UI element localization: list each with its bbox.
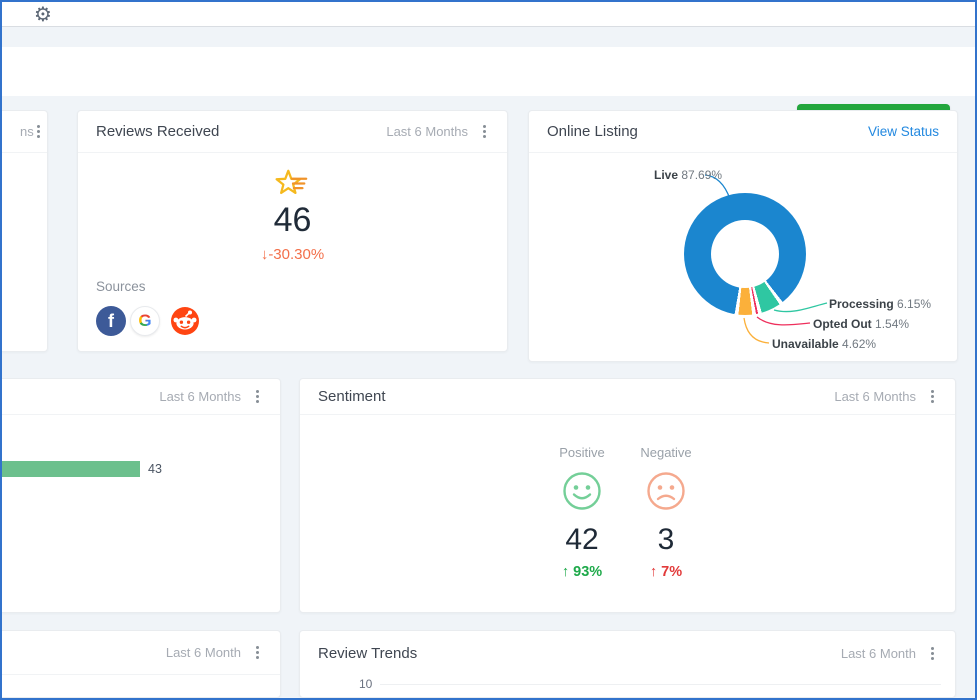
up-arrow-icon: ↑ — [649, 564, 658, 580]
period-fragment: ns — [20, 124, 34, 139]
action-band: Send Review Request — [2, 47, 975, 136]
sad-face-icon — [647, 472, 685, 510]
negative-count: 3 — [657, 523, 675, 556]
kebab-menu-icon[interactable] — [480, 121, 489, 142]
sub-header-strip — [2, 28, 975, 47]
card-title: Review Trends — [318, 644, 418, 662]
settings-gear-icon[interactable]: ⚙ — [34, 2, 52, 26]
partial-bar-card: Last 6 Months 43 — [2, 378, 281, 613]
card-title: Online Listing — [547, 123, 638, 140]
period-label: Last 6 Month — [165, 645, 241, 660]
kebab-menu-icon[interactable] — [253, 642, 262, 663]
kebab-menu-icon[interactable] — [928, 643, 937, 664]
kebab-menu-icon[interactable] — [34, 121, 43, 142]
card-title: Sentiment — [318, 388, 386, 405]
donut-label-opted-out: Opted Out 1.54% — [813, 317, 910, 331]
donut-label-processing: Processing 6.15% — [829, 297, 932, 311]
kebab-menu-icon[interactable] — [253, 386, 262, 407]
period-label: Last 6 Month — [840, 645, 916, 661]
donut-label-unavailable: Unavailable 4.62% — [772, 337, 877, 351]
positive-count: 42 — [565, 523, 599, 556]
sources-label: Sources — [96, 279, 146, 294]
negative-sentiment: Negative 3 ↑ 7% — [624, 445, 708, 580]
card-title: Reviews Received — [96, 123, 220, 140]
y-axis-tick: 10 — [359, 677, 373, 691]
reviews-delta: ↓-30.30% — [260, 246, 325, 263]
bar-value-label: 43 — [148, 462, 162, 476]
positive-label: Positive — [559, 445, 605, 460]
donut-label-live: Live 87.69% — [654, 168, 723, 182]
top-bar: ⚙ — [2, 2, 975, 27]
online-listing-card: Online Listing View Status Live 87.69% P… — [528, 110, 958, 362]
donut-chart — [684, 193, 806, 315]
star-reviews-icon — [274, 169, 307, 195]
happy-face-icon — [563, 472, 601, 510]
reddit-icon — [170, 306, 200, 336]
negative-change: ↑ 7% — [649, 564, 683, 580]
up-arrow-icon: ↑ — [561, 564, 570, 580]
review-trends-card: Review Trends Last 6 Month 10 — [299, 630, 956, 698]
view-status-link[interactable]: View Status — [867, 124, 939, 139]
positive-sentiment: Positive 42 ↑ 93% — [540, 445, 624, 580]
period-label: Last 6 Months — [159, 389, 241, 404]
chart-gridline — [380, 684, 941, 685]
facebook-icon: f — [96, 306, 126, 336]
kebab-menu-icon[interactable] — [928, 386, 937, 407]
reviews-bar — [2, 461, 140, 477]
partial-card-top-left: ns — [2, 110, 48, 352]
donut-hole — [711, 220, 779, 288]
reviews-received-card: Reviews Received Last 6 Months 46 ↓-30.3… — [77, 110, 508, 352]
negative-label: Negative — [640, 445, 692, 460]
period-label: Last 6 Months — [834, 389, 916, 404]
down-arrow-icon: ↓ — [260, 246, 269, 263]
sentiment-card: Sentiment Last 6 Months Positive 42 ↑ 93… — [299, 378, 956, 613]
reviews-count: 46 — [273, 201, 312, 239]
period-label: Last 6 Months — [386, 124, 468, 139]
google-icon: G — [130, 306, 160, 336]
positive-change: ↑ 93% — [561, 564, 603, 580]
partial-bottom-card: Last 6 Month — [2, 630, 281, 698]
